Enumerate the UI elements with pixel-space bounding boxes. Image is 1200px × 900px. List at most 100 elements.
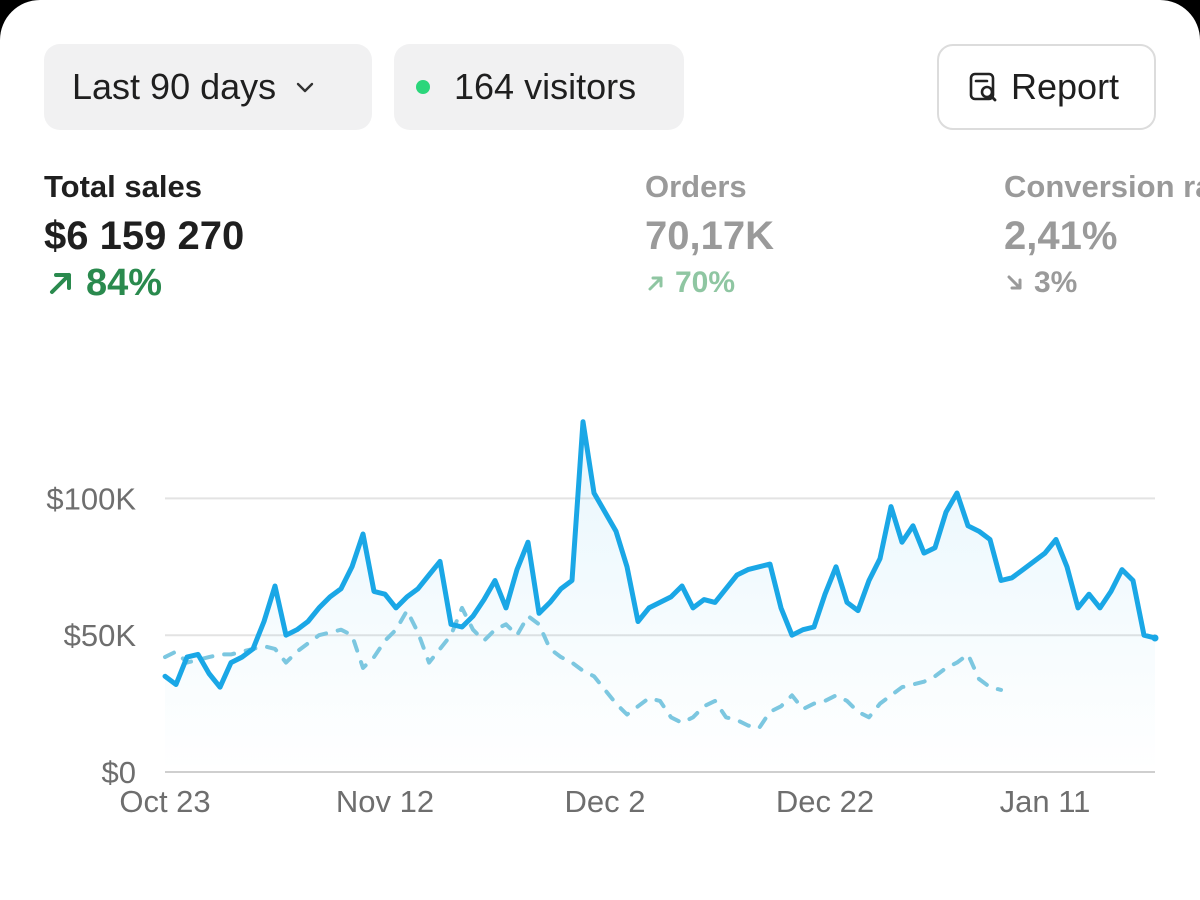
metric-orders[interactable]: Orders 70,17K 70% bbox=[645, 168, 774, 304]
data-point-current bbox=[1141, 632, 1147, 638]
data-point-current bbox=[976, 528, 982, 534]
date-range-dropdown[interactable]: Last 90 days bbox=[44, 44, 372, 130]
data-point-previous bbox=[833, 692, 839, 698]
data-point-previous bbox=[448, 632, 454, 638]
data-point-current bbox=[261, 619, 267, 625]
data-point-current bbox=[756, 564, 762, 570]
metric-change-value: 3% bbox=[1034, 266, 1078, 299]
data-point-current bbox=[294, 627, 300, 633]
data-point-previous bbox=[360, 665, 366, 671]
data-point-previous bbox=[294, 649, 300, 655]
metric-conversion[interactable]: Conversion rate 2,41% 3% bbox=[1004, 168, 1200, 304]
data-point-current bbox=[734, 572, 740, 578]
data-point-current bbox=[910, 523, 916, 529]
data-point-current bbox=[206, 671, 212, 677]
data-point-current bbox=[943, 509, 949, 515]
x-tick-label: Oct 23 bbox=[119, 784, 210, 819]
data-point-previous bbox=[635, 703, 641, 709]
data-point-previous bbox=[415, 630, 421, 636]
data-point-previous bbox=[558, 654, 564, 660]
series-line-current bbox=[162, 419, 1158, 690]
data-point-previous bbox=[272, 646, 278, 652]
current-end-marker bbox=[1151, 634, 1159, 642]
data-point-current bbox=[712, 599, 718, 605]
data-point-previous bbox=[371, 654, 377, 660]
data-point-previous bbox=[646, 695, 652, 701]
data-point-previous bbox=[470, 627, 476, 633]
sales-line-chart[interactable]: $0 $50K $100K Oct 23 Nov 12 Dec 2 Dec 22 Jan 1… bbox=[0, 0, 1200, 848]
data-point-current bbox=[954, 490, 960, 496]
data-point-previous bbox=[481, 638, 487, 644]
data-point-previous bbox=[987, 684, 993, 690]
data-point-previous bbox=[393, 627, 399, 633]
data-point-current bbox=[723, 586, 729, 592]
data-point-current bbox=[1130, 578, 1136, 584]
data-point-current bbox=[239, 654, 245, 660]
data-point-previous bbox=[602, 687, 608, 693]
data-point-previous bbox=[173, 649, 179, 655]
data-point-previous bbox=[316, 632, 322, 638]
x-tick-label: Dec 22 bbox=[776, 784, 874, 819]
data-point-previous bbox=[668, 714, 674, 720]
metric-label: Conversion rate bbox=[1004, 169, 1200, 204]
data-point-previous bbox=[437, 646, 443, 652]
data-point-current bbox=[1064, 564, 1070, 570]
data-point-previous bbox=[206, 654, 212, 660]
data-point-current bbox=[998, 578, 1004, 584]
data-point-previous bbox=[624, 712, 630, 718]
live-visitors-badge[interactable]: 164 visitors bbox=[394, 44, 684, 130]
x-tick-label: Dec 2 bbox=[565, 784, 646, 819]
data-point-previous bbox=[811, 701, 817, 707]
data-point-current bbox=[844, 599, 850, 605]
data-point-current bbox=[217, 684, 223, 690]
metric-label: Orders bbox=[645, 169, 747, 204]
x-tick-label: Nov 12 bbox=[336, 784, 434, 819]
series-line-previous bbox=[163, 605, 1003, 731]
data-point-current bbox=[1097, 605, 1103, 611]
data-point-previous bbox=[723, 714, 729, 720]
data-point-previous bbox=[525, 613, 531, 619]
data-point-current bbox=[195, 651, 201, 657]
data-point-current bbox=[745, 567, 751, 573]
data-point-current bbox=[382, 591, 388, 597]
data-point-current bbox=[503, 605, 509, 611]
data-point-current bbox=[855, 608, 861, 614]
data-point-previous bbox=[822, 698, 828, 704]
y-tick-label: $0 bbox=[102, 755, 136, 790]
data-point-current bbox=[305, 619, 311, 625]
data-point-current bbox=[558, 586, 564, 592]
metric-total-sales[interactable]: Total sales $6 159 270 84% bbox=[44, 168, 244, 304]
metric-value: 2,41% bbox=[1004, 214, 1118, 258]
current-area-fill bbox=[165, 421, 1155, 772]
data-point-previous bbox=[657, 698, 663, 704]
chevron-down-icon bbox=[296, 82, 314, 93]
data-point-previous bbox=[162, 654, 168, 660]
data-point-current bbox=[580, 419, 586, 425]
data-point-current bbox=[569, 578, 575, 584]
data-point-current bbox=[591, 490, 597, 496]
data-point-current bbox=[1119, 567, 1125, 573]
data-point-previous bbox=[734, 717, 740, 723]
data-point-previous bbox=[382, 638, 388, 644]
data-point-previous bbox=[778, 703, 784, 709]
data-point-current bbox=[1009, 575, 1015, 581]
data-point-current bbox=[767, 561, 773, 567]
metric-change: 84% bbox=[44, 262, 244, 304]
data-point-current bbox=[393, 605, 399, 611]
data-point-current bbox=[657, 599, 663, 605]
data-point-current bbox=[778, 605, 784, 611]
report-button[interactable]: Report bbox=[937, 44, 1156, 130]
arrow-up-right-icon bbox=[648, 276, 663, 291]
data-point-current bbox=[987, 537, 993, 543]
data-point-current bbox=[602, 509, 608, 515]
data-point-previous bbox=[459, 605, 465, 611]
data-point-current bbox=[437, 558, 443, 564]
x-tick-label: Jan 11 bbox=[1000, 784, 1091, 819]
data-point-previous bbox=[877, 701, 883, 707]
arrow-down-right-icon bbox=[1007, 275, 1022, 290]
data-point-previous bbox=[580, 668, 586, 674]
data-point-current bbox=[184, 654, 190, 660]
data-point-previous bbox=[899, 684, 905, 690]
data-point-previous bbox=[503, 621, 509, 627]
